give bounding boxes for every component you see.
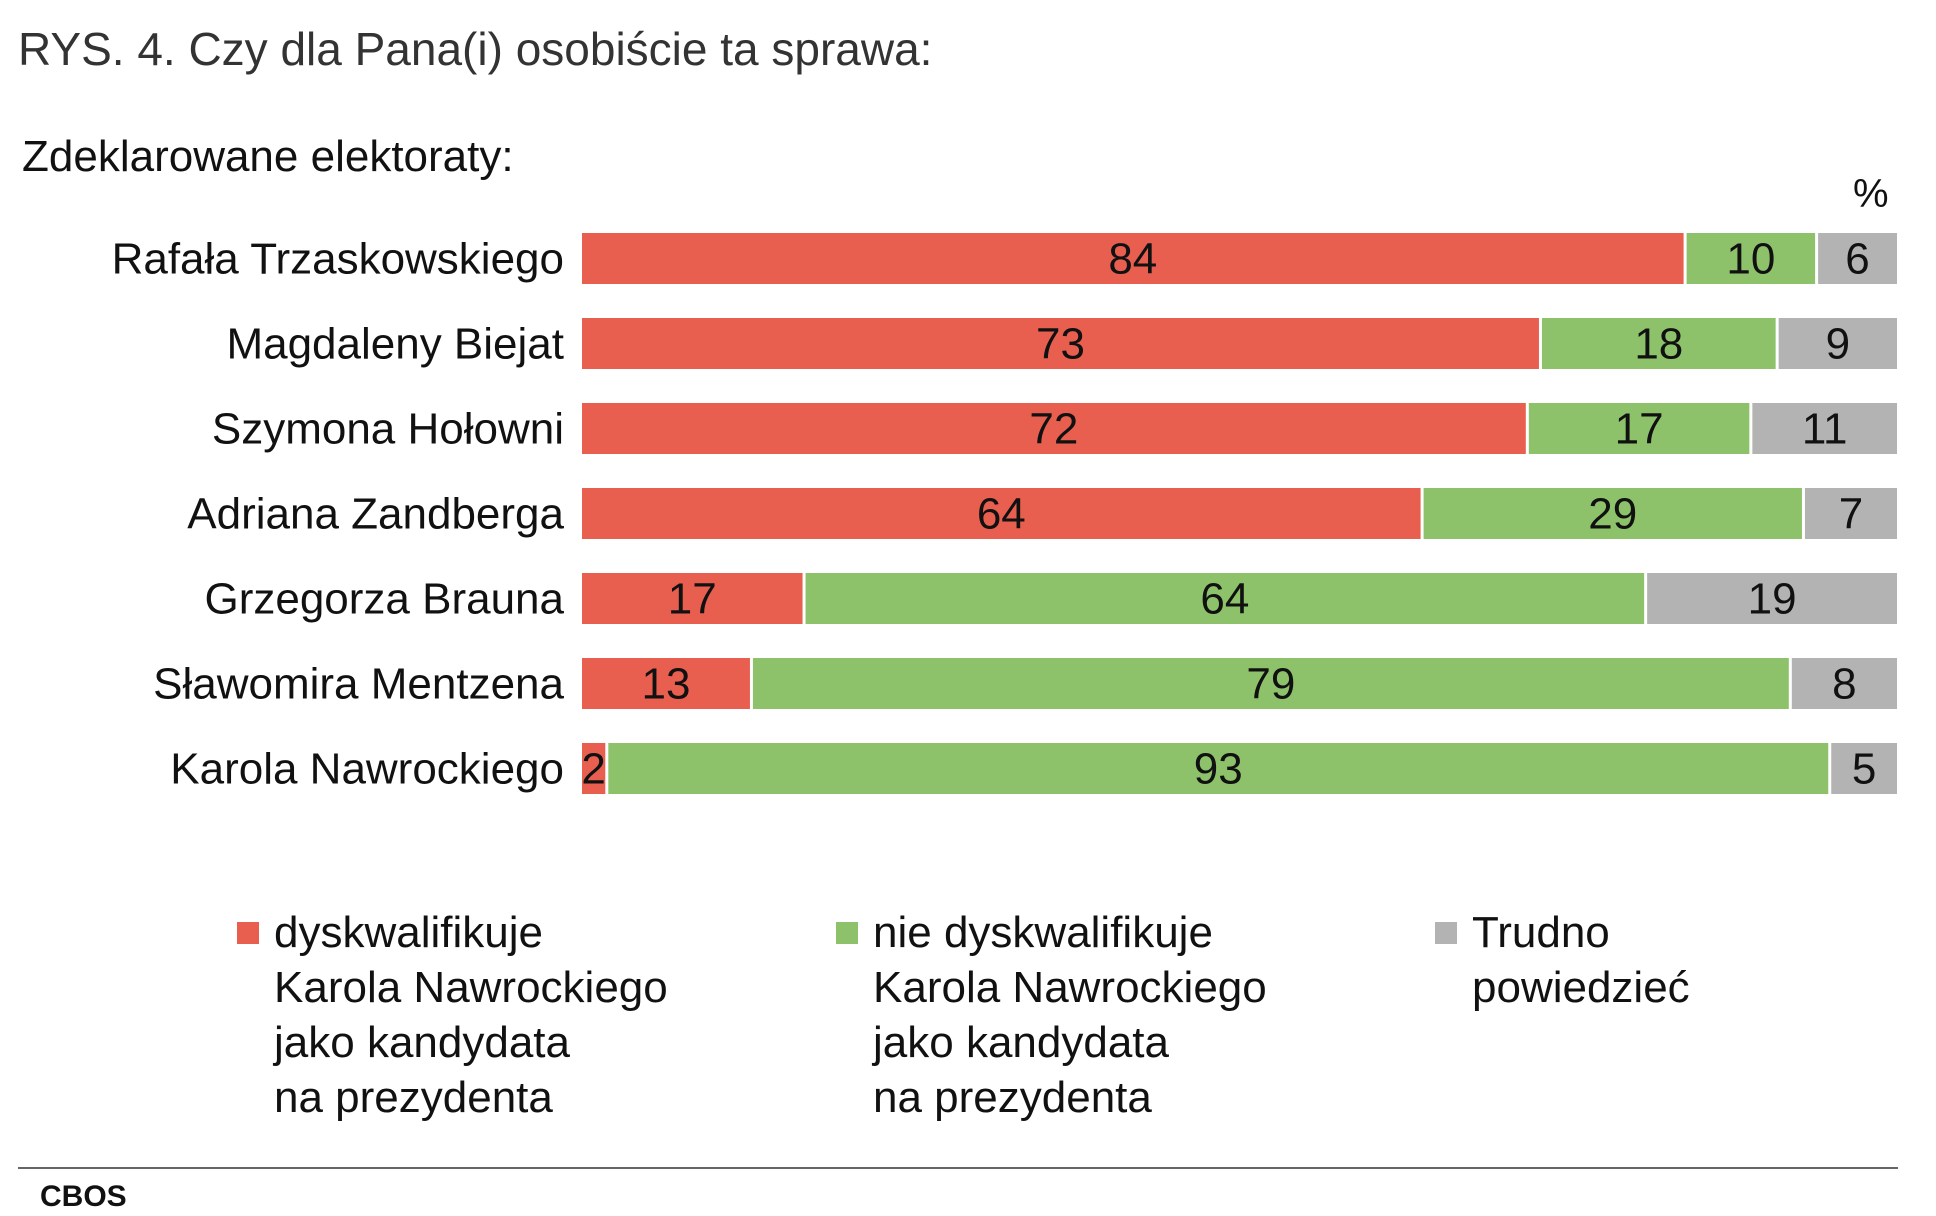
bar-segment-not-disqualifies-karola-nawrockiego — [608, 743, 1829, 794]
chart-title: RYS. 4. Czy dla Pana(i) osobiście ta spr… — [18, 23, 933, 75]
data-label-not-disqualifies-slawomira-mentzena: 79 — [1246, 660, 1295, 709]
bar-segment-hard-to-say-slawomira-mentzena — [1791, 658, 1897, 709]
bar-segment-not-disqualifies-magdaleny-biejat — [1541, 318, 1776, 369]
bar-segment-not-disqualifies-szymona-holowni — [1528, 403, 1750, 454]
legend-label-disqualifies: dyskwalifikuje Karola Nawrockiego jako k… — [274, 908, 668, 1122]
bar-segment-disqualifies-adriana-zandberga — [582, 488, 1421, 539]
category-label-szymona-holowni: Szymona Hołowni — [212, 405, 564, 454]
data-label-hard-to-say-grzegorza-brauna: 19 — [1748, 575, 1797, 624]
category-label-rafala-trzaskowskiego: Rafała Trzaskowskiego — [112, 235, 564, 284]
legend-swatch-disqualifies — [237, 922, 259, 944]
legend-swatch-not-disqualifies — [836, 922, 858, 944]
data-label-hard-to-say-adriana-zandberga: 7 — [1839, 490, 1863, 539]
legend-swatch-hard-to-say — [1435, 922, 1457, 944]
bar-segment-disqualifies-slawomira-mentzena — [582, 658, 750, 709]
data-label-not-disqualifies-magdaleny-biejat: 18 — [1634, 320, 1683, 369]
bar-segment-hard-to-say-adriana-zandberga — [1804, 488, 1897, 539]
category-label-karola-nawrockiego: Karola Nawrockiego — [170, 745, 564, 794]
bar-segment-disqualifies-magdaleny-biejat — [582, 318, 1539, 369]
stacked-bar-chart: Rafała Trzaskowskiego 84 10 6 Magdaleny Biej… — [112, 233, 1897, 794]
category-label-slawomira-mentzena: Sławomira Mentzena — [153, 660, 564, 709]
bar-segment-disqualifies-szymona-holowni — [582, 403, 1526, 454]
data-label-not-disqualifies-karola-nawrockiego: 93 — [1194, 745, 1243, 794]
unit-label: % — [1853, 172, 1889, 216]
data-label-disqualifies-szymona-holowni: 72 — [1029, 405, 1078, 454]
category-label-grzegorza-brauna: Grzegorza Brauna — [204, 575, 564, 624]
bar-segment-not-disqualifies-slawomira-mentzena — [752, 658, 1789, 709]
data-label-hard-to-say-szymona-holowni: 11 — [1802, 405, 1848, 454]
data-label-hard-to-say-magdaleny-biejat: 9 — [1826, 320, 1850, 369]
bar-segment-not-disqualifies-grzegorza-brauna — [805, 573, 1645, 624]
bar-segment-disqualifies-rafala-trzaskowskiego — [582, 233, 1684, 284]
data-label-not-disqualifies-grzegorza-brauna: 64 — [1200, 575, 1249, 624]
data-label-hard-to-say-rafala-trzaskowskiego: 6 — [1845, 235, 1869, 284]
category-label-adriana-zandberga: Adriana Zandberga — [187, 490, 564, 539]
data-label-disqualifies-magdaleny-biejat: 73 — [1036, 320, 1085, 369]
bar-segment-hard-to-say-magdaleny-biejat — [1778, 318, 1897, 369]
data-label-disqualifies-slawomira-mentzena: 13 — [641, 660, 690, 709]
bar-segment-hard-to-say-szymona-holowni — [1752, 403, 1897, 454]
footer-divider — [18, 1167, 1898, 1169]
data-label-hard-to-say-slawomira-mentzena: 8 — [1832, 660, 1856, 709]
data-label-disqualifies-adriana-zandberga: 64 — [977, 490, 1026, 539]
bar-segment-not-disqualifies-adriana-zandberga — [1423, 488, 1802, 539]
bar-segment-not-disqualifies-rafala-trzaskowskiego — [1686, 233, 1816, 284]
data-label-disqualifies-grzegorza-brauna: 17 — [668, 575, 717, 624]
legend-label-not-disqualifies: nie dyskwalifikuje Karola Nawrockiego ja… — [873, 908, 1267, 1122]
legend-label-hard-to-say: Trudno powiedzieć — [1472, 908, 1690, 1012]
bar-segment-disqualifies-karola-nawrockiego — [582, 743, 606, 794]
bar-segment-hard-to-say-karola-nawrockiego — [1831, 743, 1897, 794]
data-label-not-disqualifies-szymona-holowni: 17 — [1615, 405, 1664, 454]
bar-segment-disqualifies-grzegorza-brauna — [582, 573, 803, 624]
data-label-hard-to-say-karola-nawrockiego: 5 — [1852, 745, 1876, 794]
bar-segment-hard-to-say-grzegorza-brauna — [1647, 573, 1897, 624]
data-label-disqualifies-rafala-trzaskowskiego: 84 — [1108, 235, 1157, 284]
data-label-disqualifies-karola-nawrockiego: 2 — [581, 745, 605, 794]
category-label-magdaleny-biejat: Magdaleny Biejat — [226, 320, 564, 369]
data-label-not-disqualifies-rafala-trzaskowskiego: 10 — [1726, 235, 1775, 284]
chart-subtitle: Zdeklarowane elektoraty: — [22, 132, 514, 181]
bar-segment-hard-to-say-rafala-trzaskowskiego — [1818, 233, 1897, 284]
source-label: CBOS — [40, 1180, 127, 1213]
data-label-not-disqualifies-adriana-zandberga: 29 — [1588, 490, 1637, 539]
